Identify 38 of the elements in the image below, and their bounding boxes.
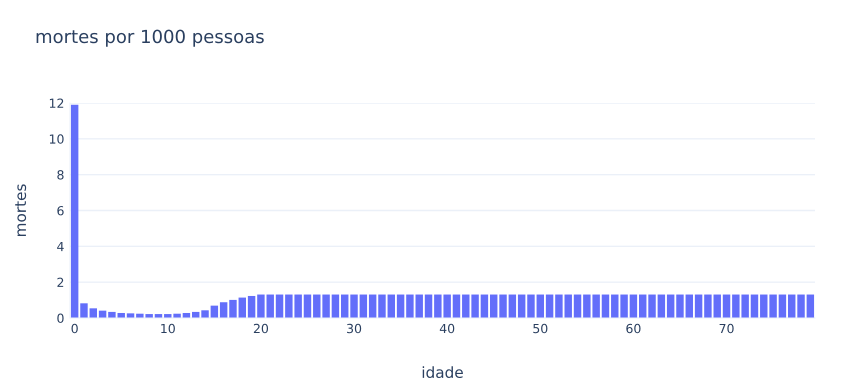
bar [462,294,470,318]
bar [686,294,694,318]
x-tick-label: 60 [626,324,641,334]
bar [564,294,572,318]
bar [117,312,125,318]
chart-title: mortes por 1000 pessoas [36,30,264,47]
bar [313,294,321,318]
x-tick-label: 50 [533,324,548,334]
bar [788,294,796,318]
bar [90,308,98,318]
x-axis-title: idade [422,366,463,378]
bar [238,298,246,318]
bar [388,294,396,318]
x-tick-label: 40 [440,324,454,334]
bar [415,294,423,318]
x-tick-label: 10 [161,324,175,334]
bar [266,294,274,318]
y-axis-title: mortes [15,184,26,236]
y-tick-label: 8 [57,170,64,180]
y-tick-label: 4 [57,242,64,252]
bar [536,294,544,318]
bar [638,294,646,318]
y-tick-label: 2 [57,278,64,287]
x-tick-label: 70 [720,324,734,334]
bar [164,314,172,318]
y-tick-label: 12 [50,98,64,108]
bar [490,294,498,318]
y-tick-label: 0 [57,313,64,323]
bar [611,294,619,318]
x-tick-label: 0 [72,324,78,334]
bar [713,294,721,318]
x-tick-label: 20 [254,324,268,334]
bar [192,312,200,318]
bar [340,294,348,318]
x-tick-label: 30 [347,324,362,334]
y-tick-label: 10 [50,134,64,144]
y-tick-label: 6 [57,206,64,216]
bar [760,294,768,318]
